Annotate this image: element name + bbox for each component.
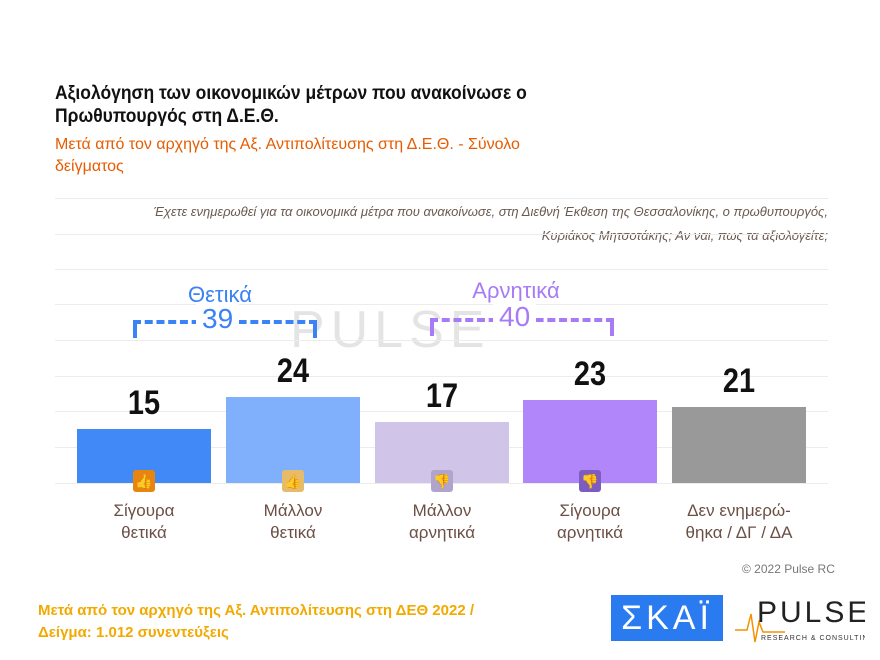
gridline	[55, 340, 828, 341]
category-label: Μάλλον θετικά	[226, 500, 360, 544]
category-label-line: θετικά	[270, 523, 316, 542]
group-label-positive: Θετικά	[188, 282, 252, 307]
svg-text:PULSE: PULSE	[757, 596, 865, 629]
watermark: PULSE	[290, 301, 491, 359]
group-total-positive: 39	[196, 303, 240, 335]
category-label-line: Δεν ενημερώ-	[687, 501, 791, 520]
pulse-logo: PULSE RESEARCH & CONSULTING	[735, 592, 874, 644]
svg-text:RESEARCH & CONSULTING: RESEARCH & CONSULTING	[761, 635, 865, 642]
category-label-line: θηκα / ΔΓ / ΔΑ	[685, 523, 793, 542]
category-label-line: Σίγουρα	[559, 501, 621, 520]
thumbs-up-icon: 👍	[282, 470, 304, 492]
copyright: © 2022 Pulse RC	[742, 562, 835, 576]
data-label: 15	[127, 384, 161, 422]
chart-title: Αξιολόγηση των οικονομικών μέτρων που αν…	[55, 83, 527, 127]
double-thumbs-down-icon: 👎	[579, 470, 601, 492]
footer-note: Μετά από τον αρχηγό της Αξ. Αντιπολίτευσ…	[38, 600, 474, 644]
gridline	[55, 198, 828, 199]
category-label-line: αρνητικά	[556, 523, 624, 542]
category-label-line: Σίγουρα	[113, 501, 175, 520]
footer-line: Μετά από τον αρχηγό της Αξ. Αντιπολίτευσ…	[38, 602, 475, 619]
category-label-line: Μάλλον	[412, 501, 472, 520]
category-label-line: Μάλλον	[263, 501, 323, 520]
category-label-line: αρνητικά	[408, 523, 476, 542]
gridline	[55, 411, 828, 412]
chart-subtitle: Μετά από τον αρχηγό της Αξ. Αντιπολίτευσ…	[55, 136, 520, 175]
thumbs-down-icon: 👎	[431, 470, 453, 492]
gridline	[55, 376, 828, 377]
skai-logo: ΣΚΑΪ	[611, 595, 723, 641]
gridline	[55, 234, 828, 235]
survey-question: Έχετε ενημερωθεί για τα οικονομικά μέτρα…	[153, 204, 828, 243]
category-label: Σίγουρα αρνητικά	[523, 500, 657, 544]
group-label-negative: Αρνητικά	[472, 278, 560, 303]
data-label: 21	[722, 362, 756, 401]
bar	[226, 396, 360, 483]
footer-line: Δείγμα: 1.012 συνεντεύξεις	[38, 624, 229, 641]
data-label: 24	[276, 351, 310, 390]
gridline	[55, 269, 828, 270]
data-label: 17	[425, 376, 459, 415]
category-label-line: θετικά	[121, 523, 167, 542]
double-thumbs-up-icon: 👍	[133, 470, 155, 492]
category-label: Μάλλον αρνητικά	[375, 500, 509, 544]
category-label: Δεν ενημερώ-θηκα / ΔΓ / ΔΑ	[672, 500, 806, 544]
data-label: 23	[573, 355, 607, 394]
bar	[672, 407, 806, 483]
gridline	[55, 304, 828, 305]
group-total-negative: 40	[493, 301, 537, 333]
category-label: Σίγουρα θετικά	[77, 500, 211, 544]
bar	[523, 400, 657, 483]
